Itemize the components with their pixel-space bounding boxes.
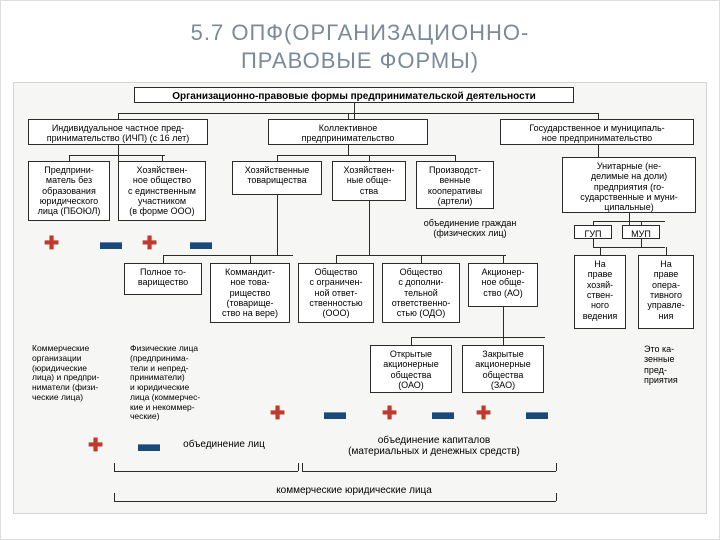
minus-icon: ▬ (432, 399, 454, 425)
note-treasury: Это ка- зенные пред- приятия (640, 341, 696, 395)
limited-partnership: Коммандит- ное това- рищество (товарище-… (210, 263, 290, 323)
plus-icon: ✚ (88, 435, 103, 456)
org-forms-diagram: Организационно-правовые формы предприним… (13, 82, 707, 514)
branch-collective: Коллективное предпринимательство (268, 119, 428, 145)
unitary: Унитарные (не- делимые на доли) предприя… (562, 157, 696, 213)
mup: МУП (622, 225, 660, 239)
companies: Хозяйствен- ные обще- ства (332, 161, 406, 201)
label-union-capital: объединение капиталов (материальных и де… (314, 435, 554, 457)
odo: Общество с дополни- тельной ответственно… (382, 263, 460, 323)
full-partnership: Полное то- варищество (124, 263, 202, 295)
oao: Открытые акционерные общества (ОАО) (370, 345, 452, 393)
plus-icon: ✚ (270, 403, 285, 424)
slide: 5.7 ОПФ(ОРГАНИЗАЦИОННО- ПРАВОВЫЕ ФОРМЫ) … (0, 0, 720, 540)
operational-management: На праве опера- тивного управле- ния (638, 255, 694, 329)
minus-icon: ▬ (190, 229, 212, 255)
note-phys-legal: Физические лица (предпринима- тели и неп… (126, 341, 236, 427)
cooperatives: Производст- венные кооперативы (артели) (416, 161, 494, 209)
minus-icon: ▬ (324, 399, 346, 425)
plus-icon: ✚ (476, 403, 491, 424)
minus-icon: ▬ (526, 399, 548, 425)
branch-state: Государственное и муниципаль- ное предпр… (500, 119, 694, 145)
ao: Акционер- ное обще- ство (АО) (468, 263, 538, 307)
note-union-citizens: объединение граждан (физических лиц) (400, 219, 540, 239)
slide-title: 5.7 ОПФ(ОРГАНИЗАЦИОННО- ПРАВОВЫЕ ФОРМЫ) (1, 1, 719, 82)
ooo: Общество с ограничен- ной ответ- ственно… (298, 263, 374, 323)
label-commercial-legal: коммерческие юридические лица (214, 485, 494, 496)
zao: Закрытые акционерные общества (ЗАО) (462, 345, 544, 393)
plus-icon: ✚ (382, 403, 397, 424)
econ-management: На праве хозяй- ствен- ного ведения (574, 255, 626, 329)
branch-individual: Индивидуальное частное пред- приниматель… (28, 119, 208, 145)
banner-root: Организационно-правовые формы предприним… (134, 87, 574, 103)
pboyul: Предприни- матель без образования юридич… (28, 161, 110, 221)
plus-icon: ✚ (44, 233, 59, 254)
minus-icon: ▬ (100, 229, 122, 255)
gup: ГУП (574, 225, 612, 239)
single-ooo: Хозяйствен- ное общество с единственным … (118, 161, 206, 221)
note-commercial-orgs: Коммерческие организации (юридические ли… (28, 341, 118, 413)
label-union-persons: объединение лиц (154, 439, 294, 450)
partnerships: Хозяйственные товарищества (232, 161, 322, 195)
plus-icon: ✚ (142, 233, 157, 254)
